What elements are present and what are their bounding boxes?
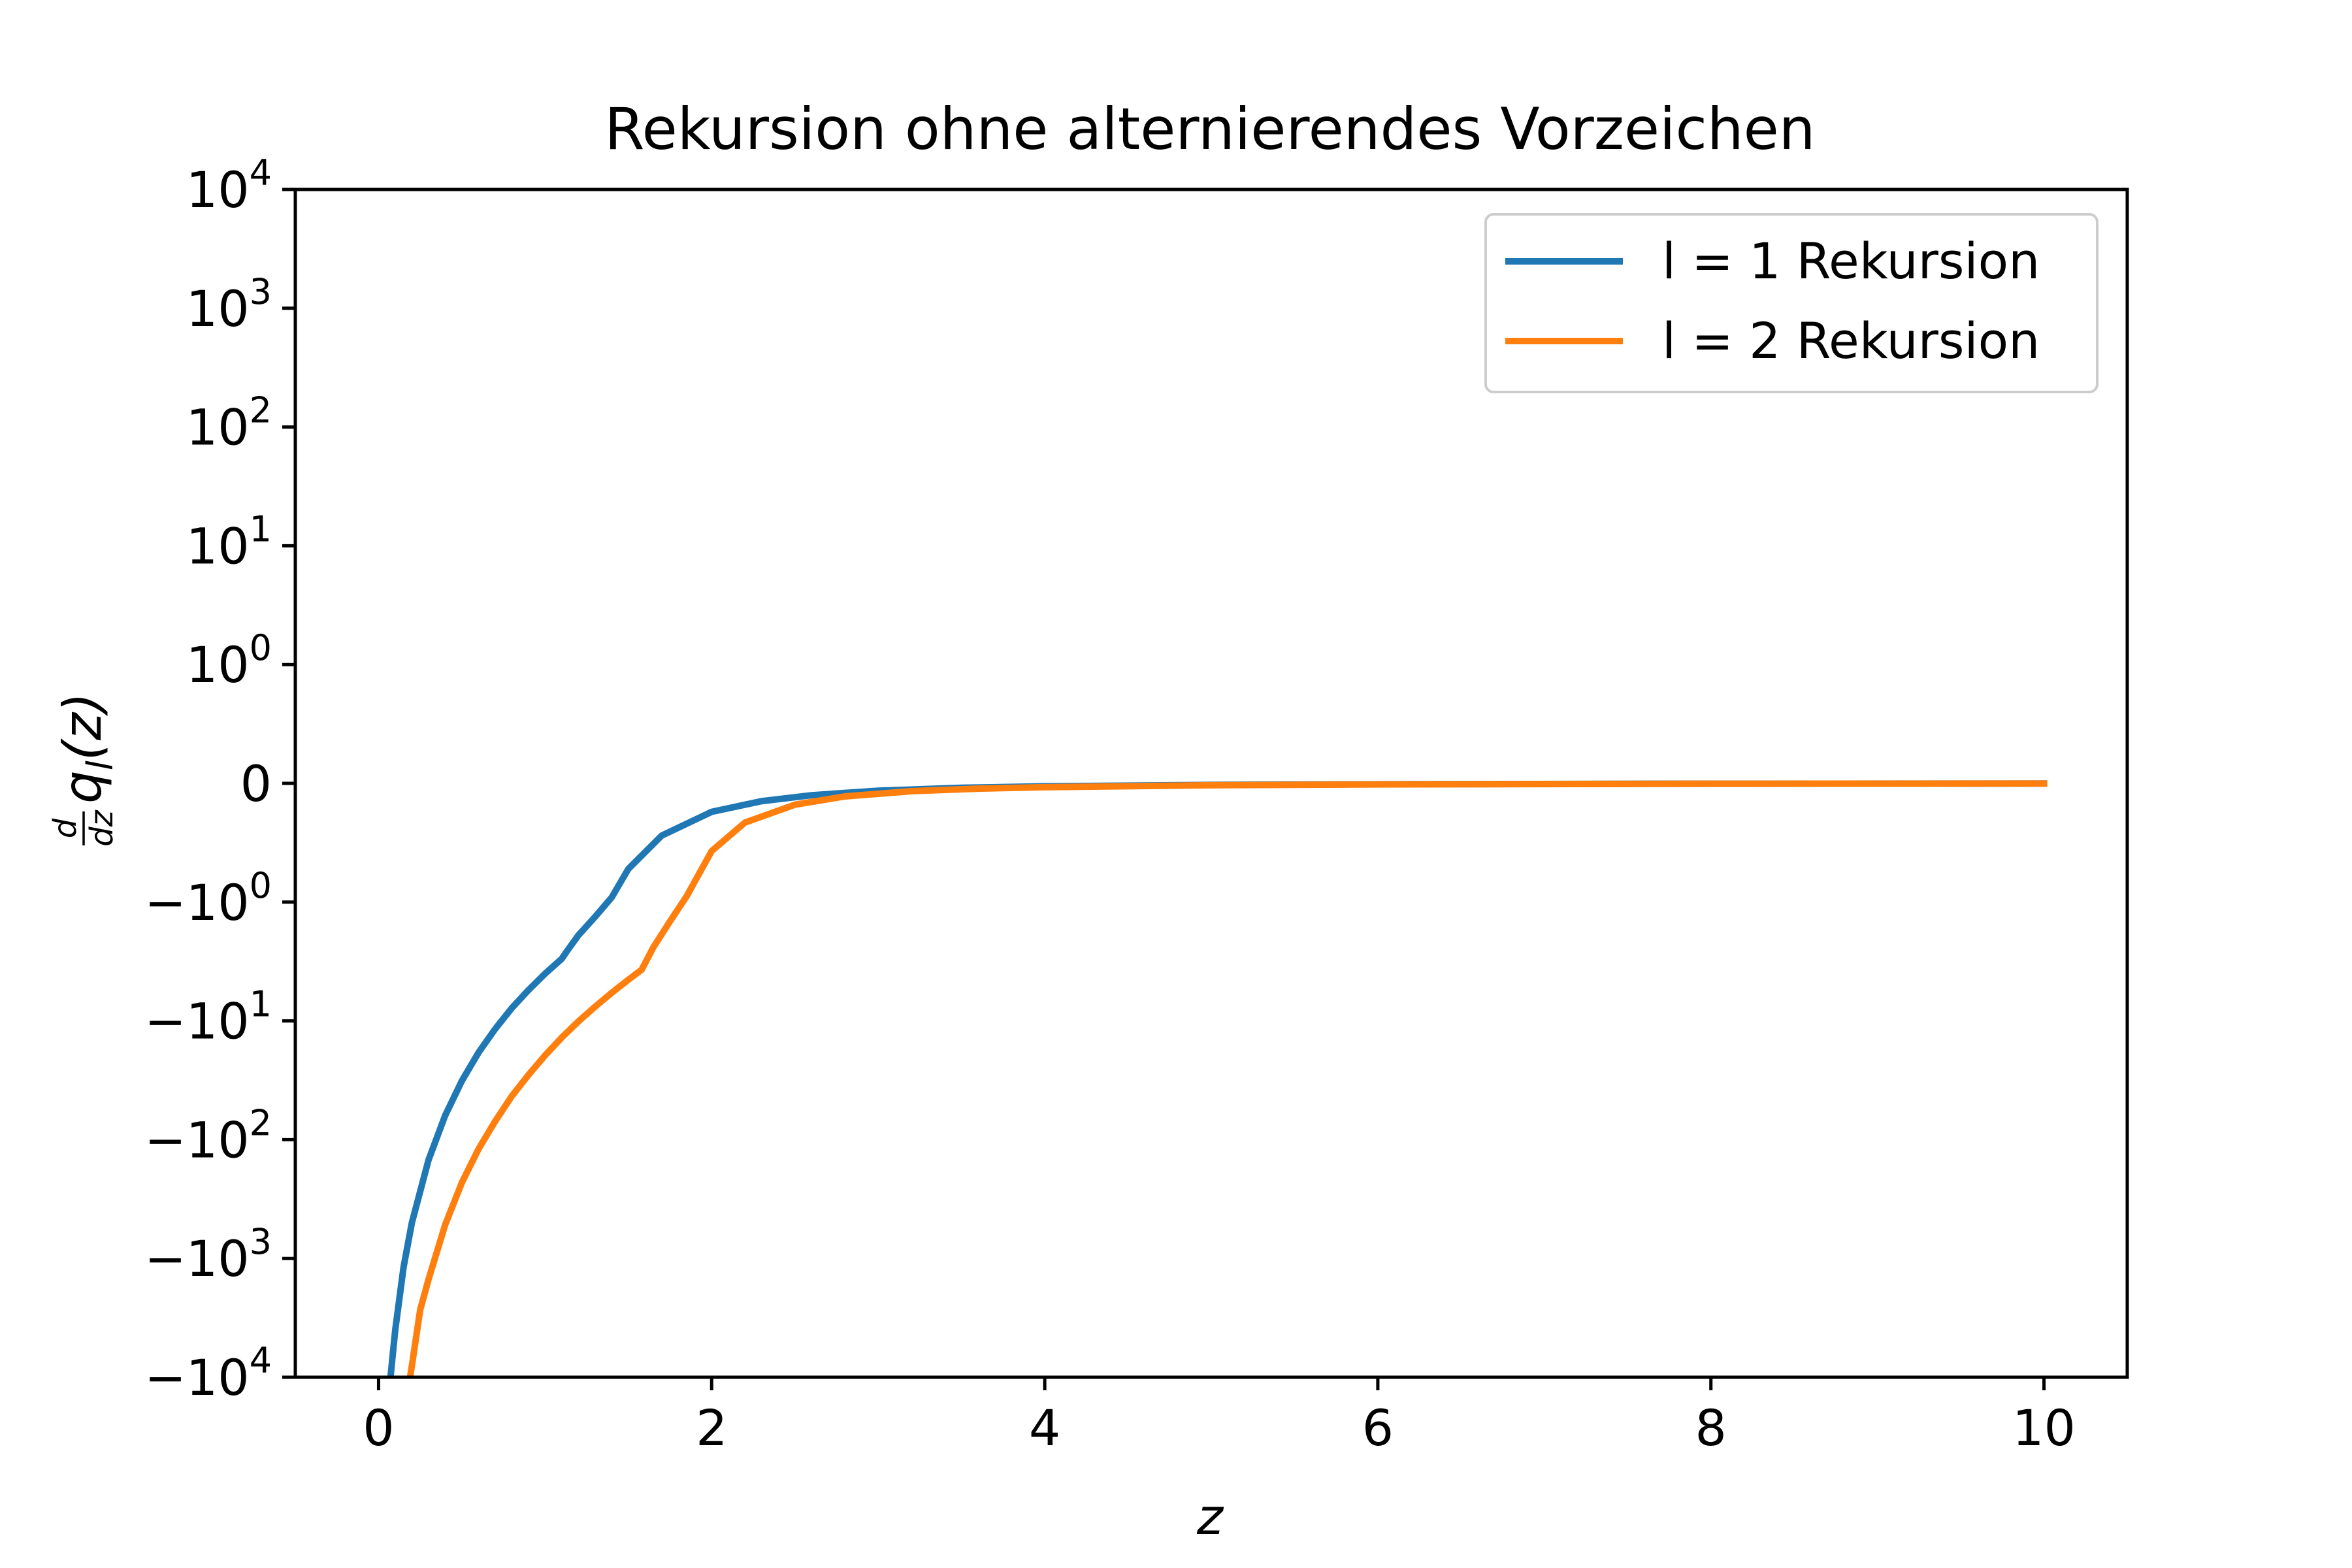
y-tick-label: −103 xyxy=(144,1221,272,1288)
x-tick-label: 0 xyxy=(363,1399,394,1457)
x-tick-label: 2 xyxy=(696,1399,727,1457)
y-tick-label: 100 xyxy=(186,627,272,694)
axes: 0 2 4 6 8 10 104 103 102 101 100 0 −100 −101 −102 −103 −… xyxy=(144,152,2129,1457)
x-axis-label: z xyxy=(1196,1488,1224,1546)
y-tick-label: −100 xyxy=(144,865,272,932)
x-tick-label: 10 xyxy=(2012,1399,2076,1457)
y-label-numerator: d xyxy=(47,818,84,838)
chart-title: Rekursion ohne alternierendes Vorzeichen xyxy=(604,95,1815,163)
x-tick-label: 8 xyxy=(1695,1399,1727,1457)
x-tick-label: 4 xyxy=(1029,1399,1060,1457)
y-tick-label: 102 xyxy=(186,390,272,457)
x-tick-label: 6 xyxy=(1362,1399,1394,1457)
y-tick-label: −102 xyxy=(144,1102,272,1169)
y-axis-label: d dz ql(z) xyxy=(47,693,121,847)
legend-label-l1: l = 1 Rekursion xyxy=(1662,232,2040,290)
series-lines xyxy=(387,780,2048,1377)
legend-box xyxy=(1484,213,2099,393)
legend: l = 1 Rekursion l = 2 Rekursion xyxy=(1484,213,2099,393)
y-label-denominator: dz xyxy=(84,809,120,846)
series-line-2 xyxy=(406,780,2048,1377)
legend-label-l2: l = 2 Rekursion xyxy=(1662,312,2040,370)
y-tick-label: −101 xyxy=(144,984,272,1051)
y-tick-label: 103 xyxy=(186,271,272,338)
y-tick-label: −104 xyxy=(144,1340,272,1407)
y-tick-label: 0 xyxy=(240,755,272,813)
y-tick-label: 104 xyxy=(186,152,272,219)
y-label-main: ql(z) xyxy=(52,693,121,804)
y-tick-label: 101 xyxy=(186,508,272,575)
